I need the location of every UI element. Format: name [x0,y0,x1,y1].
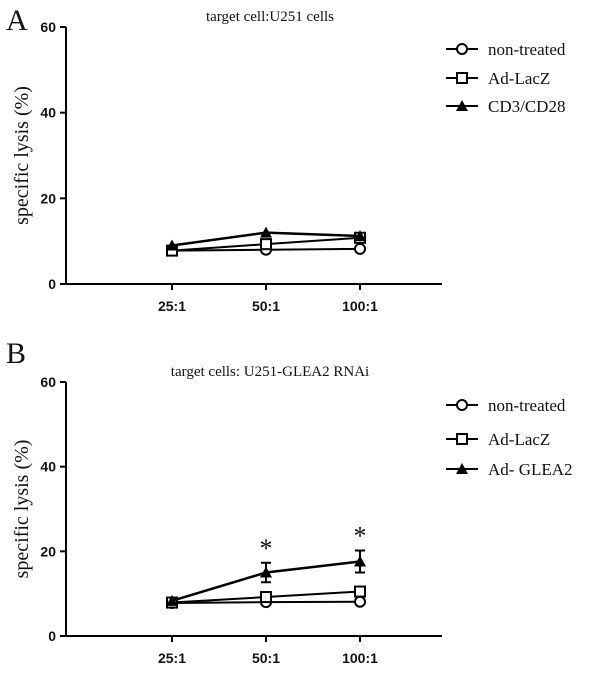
chart-title: target cell:U251 cells [206,9,334,25]
data-point [354,585,366,598]
data-point [260,591,272,604]
data-point [260,226,272,238]
legend-label: non-treated [488,40,566,59]
legend-marker [456,100,468,111]
legend-label: CD3/CD28 [488,97,565,116]
y-tick-label: 60 [40,374,56,390]
legend-marker [456,433,468,445]
x-tick-label: 100:1 [342,298,378,314]
x-tick-label: 50:1 [252,298,280,314]
data-point [354,230,366,242]
data-point [166,239,178,251]
legend-label: Ad-LacZ [488,69,550,88]
significance-star: * [354,521,367,550]
legend-marker [456,72,468,84]
y-axis-label: specific lysis (%) [11,440,33,579]
data-point [354,242,366,255]
y-tick-label: 20 [40,190,56,206]
chart-title: target cells: U251-GLEA2 RNAi [171,364,369,380]
y-tick-label: 40 [40,105,56,121]
x-tick-label: 25:1 [158,650,186,666]
y-tick-label: 0 [48,276,56,292]
x-tick-label: 50:1 [252,650,280,666]
y-tick-label: 40 [40,459,56,475]
data-point [260,566,272,578]
significance-star: * [260,534,273,563]
data-point [260,238,272,251]
panel-letter: B [6,337,26,370]
series-triangle [166,226,366,251]
legend-marker [456,463,468,474]
data-point [354,555,366,567]
data-point [354,595,366,608]
y-axis-label: specific lysis (%) [11,86,33,225]
x-tick-label: 25:1 [158,298,186,314]
y-tick-label: 60 [40,19,56,35]
legend-label: Ad- GLEA2 [488,460,573,479]
legend-label: non-treated [488,396,566,415]
data-point [166,594,178,606]
series-triangle [166,549,366,606]
y-tick-label: 0 [48,628,56,644]
y-tick-label: 20 [40,543,56,559]
x-tick-label: 100:1 [342,650,378,666]
legend-marker [456,43,468,55]
panel-letter: A [6,4,28,37]
legend-marker [456,399,468,411]
legend-label: Ad-LacZ [488,430,550,449]
